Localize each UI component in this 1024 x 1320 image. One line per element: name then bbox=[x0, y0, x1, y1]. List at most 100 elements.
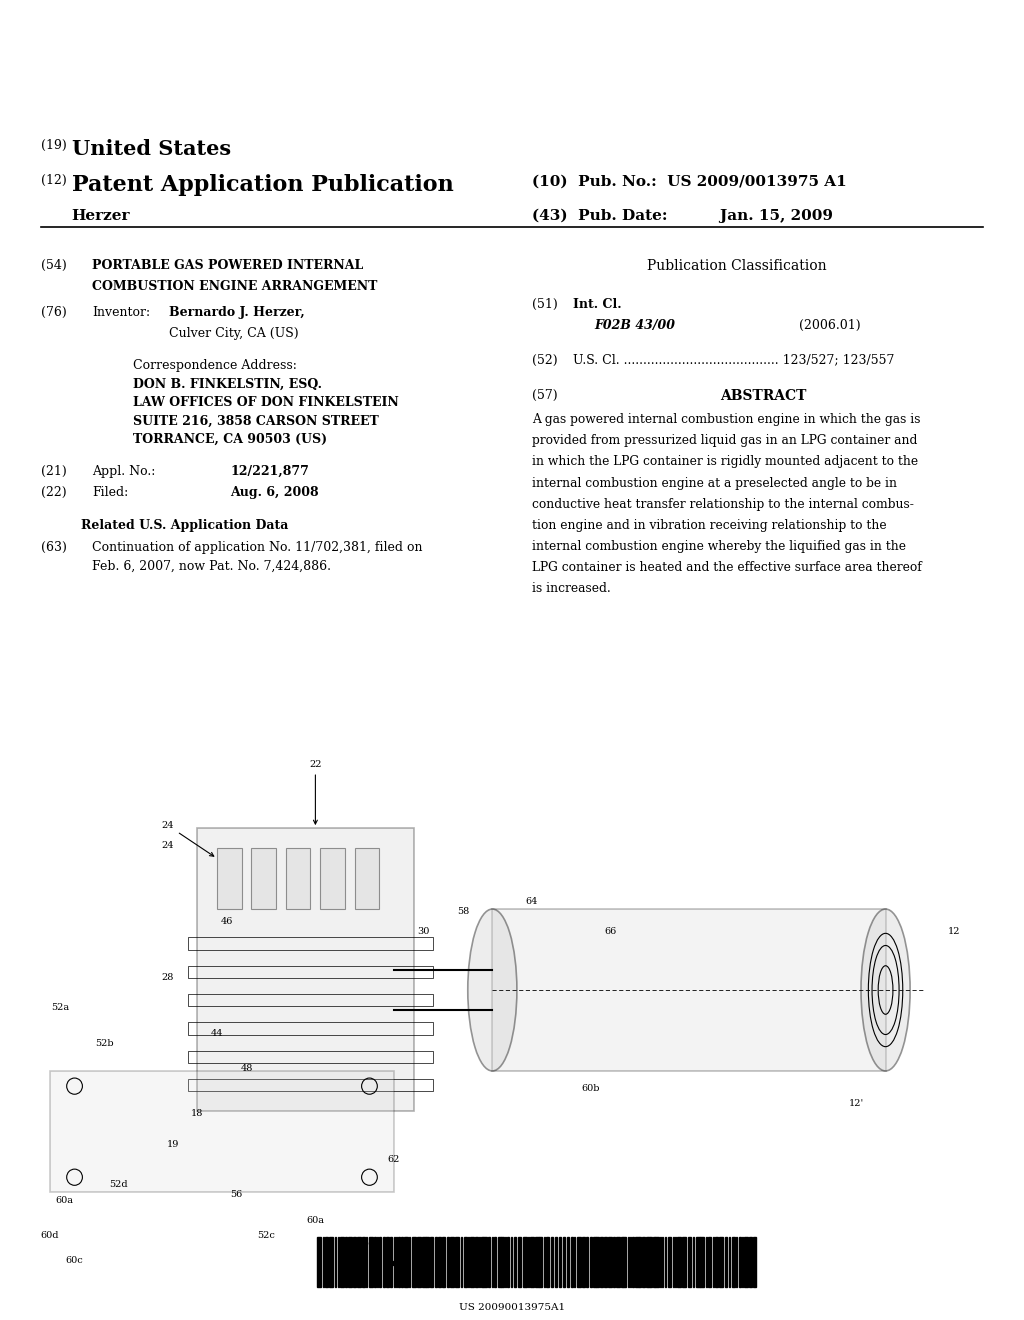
Text: 52b: 52b bbox=[95, 1039, 114, 1048]
Text: LAW OFFICES OF DON FINKELSTEIN: LAW OFFICES OF DON FINKELSTEIN bbox=[133, 396, 399, 409]
Text: A gas powered internal combustion engine in which the gas is: A gas powered internal combustion engine… bbox=[532, 413, 921, 426]
Bar bbox=[487, 1237, 490, 1287]
Bar bbox=[675, 1237, 676, 1287]
Bar bbox=[217, 849, 242, 909]
Bar bbox=[700, 1237, 705, 1287]
Bar bbox=[736, 1237, 737, 1287]
Bar bbox=[555, 1237, 557, 1287]
Bar bbox=[639, 1237, 641, 1287]
Text: Herzer: Herzer bbox=[72, 209, 130, 223]
Bar bbox=[713, 1237, 715, 1287]
Text: (52): (52) bbox=[532, 354, 558, 367]
Text: internal combustion engine whereby the liquified gas in the: internal combustion engine whereby the l… bbox=[532, 540, 906, 553]
Bar bbox=[708, 1237, 712, 1287]
Bar bbox=[468, 1237, 469, 1287]
Bar bbox=[725, 1237, 727, 1287]
Bar bbox=[662, 1237, 664, 1287]
Text: 12/221,877: 12/221,877 bbox=[230, 465, 309, 478]
Bar bbox=[446, 1237, 450, 1287]
Text: DON B. FINKELSTIN, ESQ.: DON B. FINKELSTIN, ESQ. bbox=[133, 378, 323, 391]
Bar bbox=[616, 1237, 620, 1287]
Bar bbox=[719, 1237, 723, 1287]
Text: Bernardo J. Herzer,: Bernardo J. Herzer, bbox=[169, 306, 305, 319]
Bar bbox=[323, 1237, 324, 1287]
Bar bbox=[653, 1237, 654, 1287]
Bar bbox=[354, 849, 379, 909]
Text: (22): (22) bbox=[41, 486, 67, 499]
Text: 60a: 60a bbox=[55, 1196, 74, 1205]
Text: 24: 24 bbox=[162, 821, 214, 857]
Bar bbox=[593, 1237, 596, 1287]
Bar bbox=[731, 1237, 735, 1287]
Text: LPG container is heated and the effective surface area thereof: LPG container is heated and the effectiv… bbox=[532, 561, 923, 574]
Text: 44: 44 bbox=[211, 1028, 223, 1038]
Bar bbox=[673, 1237, 674, 1287]
Text: (10)  Pub. No.:  US 2009/0013975 A1: (10) Pub. No.: US 2009/0013975 A1 bbox=[532, 174, 847, 189]
Bar bbox=[451, 1237, 454, 1287]
Bar bbox=[412, 1237, 416, 1287]
Text: Aug. 6, 2008: Aug. 6, 2008 bbox=[230, 486, 319, 499]
Text: ABSTRACT: ABSTRACT bbox=[720, 389, 806, 404]
Text: Feb. 6, 2007, now Pat. No. 7,424,886.: Feb. 6, 2007, now Pat. No. 7,424,886. bbox=[92, 560, 331, 573]
Bar bbox=[435, 1237, 437, 1287]
Text: United States: United States bbox=[72, 139, 230, 158]
Bar bbox=[540, 1237, 542, 1287]
Bar bbox=[418, 1237, 421, 1287]
Bar bbox=[642, 1237, 645, 1287]
Bar bbox=[345, 1237, 347, 1287]
Bar bbox=[426, 1237, 429, 1287]
Text: 62: 62 bbox=[388, 1155, 400, 1164]
Text: Culver City, CA (US): Culver City, CA (US) bbox=[169, 327, 299, 341]
FancyBboxPatch shape bbox=[50, 1071, 394, 1192]
Bar bbox=[475, 1237, 478, 1287]
Bar bbox=[706, 1237, 707, 1287]
Bar bbox=[338, 1237, 339, 1287]
Text: in which the LPG container is rigidly mounted adjacent to the: in which the LPG container is rigidly mo… bbox=[532, 455, 919, 469]
Bar bbox=[742, 1237, 743, 1287]
Text: conductive heat transfer relationship to the internal combus-: conductive heat transfer relationship to… bbox=[532, 498, 914, 511]
Bar bbox=[648, 1237, 649, 1287]
Text: 22: 22 bbox=[309, 760, 322, 824]
Text: 66: 66 bbox=[604, 928, 616, 936]
Bar bbox=[567, 1237, 569, 1287]
Bar bbox=[527, 1237, 528, 1287]
Bar bbox=[696, 1237, 699, 1287]
Bar bbox=[749, 1237, 753, 1287]
Bar bbox=[389, 1237, 392, 1287]
Text: 48: 48 bbox=[241, 1064, 253, 1073]
Bar bbox=[393, 1237, 395, 1287]
Text: (2006.01): (2006.01) bbox=[799, 319, 860, 333]
Bar bbox=[596, 1237, 599, 1287]
Text: (51): (51) bbox=[532, 298, 558, 312]
Text: (43)  Pub. Date:          Jan. 15, 2009: (43) Pub. Date: Jan. 15, 2009 bbox=[532, 209, 834, 223]
Bar bbox=[187, 1078, 433, 1092]
Bar bbox=[470, 1237, 474, 1287]
Bar bbox=[481, 1237, 482, 1287]
Bar bbox=[600, 1237, 603, 1287]
Bar bbox=[583, 1237, 585, 1287]
Bar bbox=[286, 849, 310, 909]
Bar bbox=[187, 937, 433, 949]
Text: US 20090013975A1: US 20090013975A1 bbox=[459, 1303, 565, 1312]
Text: Inventor:: Inventor: bbox=[92, 306, 151, 319]
Bar bbox=[252, 849, 276, 909]
Bar bbox=[530, 1237, 535, 1287]
Bar bbox=[404, 1237, 406, 1287]
Bar bbox=[507, 1237, 509, 1287]
Bar bbox=[397, 1237, 400, 1287]
Bar bbox=[563, 1237, 565, 1287]
Bar bbox=[655, 1237, 659, 1287]
Bar bbox=[369, 1237, 373, 1287]
Bar bbox=[395, 1237, 397, 1287]
Bar bbox=[677, 1237, 681, 1287]
Text: Continuation of application No. 11/702,381, filed on: Continuation of application No. 11/702,3… bbox=[92, 541, 423, 554]
Text: 60c: 60c bbox=[66, 1257, 83, 1266]
Bar bbox=[622, 1237, 623, 1287]
Bar bbox=[357, 1237, 360, 1287]
Text: 19: 19 bbox=[167, 1140, 179, 1148]
Bar bbox=[187, 994, 433, 1006]
Bar bbox=[187, 1051, 433, 1063]
Bar bbox=[544, 1237, 545, 1287]
Text: 24: 24 bbox=[162, 841, 174, 850]
Text: (54): (54) bbox=[41, 259, 67, 272]
